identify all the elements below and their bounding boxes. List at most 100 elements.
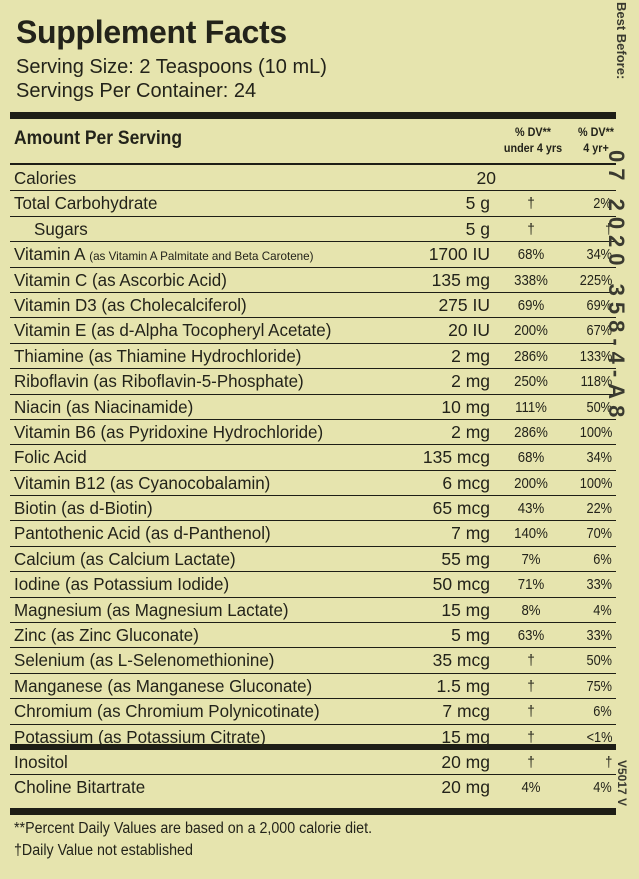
dv-4-plus: 34%	[586, 449, 612, 467]
dv-under-4: 4%	[521, 779, 541, 797]
dv-4-plus: 118%	[580, 373, 612, 391]
dv-4-plus: 225%	[579, 271, 612, 289]
amount: 7 mcg	[442, 701, 490, 722]
dv-under-4: 140%	[514, 525, 548, 543]
amount: 20 mg	[441, 777, 490, 798]
nutrient-name: Calories	[14, 168, 77, 188]
nutrient-name: Biotin (as d-Biotin)	[14, 498, 153, 519]
dv-4-plus: 67%	[586, 322, 612, 340]
dv-header-top: % DV**	[577, 125, 614, 139]
nutrient-name: Vitamin E (as d-Alpha Tocopheryl Acetate…	[14, 320, 332, 341]
amount: 35 mcg	[432, 650, 490, 671]
dv-under-4: 200%	[514, 474, 548, 492]
thick-rule	[10, 808, 616, 815]
nutrient-row: Pantothenic Acid (as d-Panthenol) 7 mg 140…	[10, 521, 616, 547]
nutrient-row: Iodine (as Potassium Iodide) 50 mcg 71% 33%	[10, 572, 616, 598]
dv-under-4: †	[527, 677, 535, 695]
nutrient-name: Iodine (as Potassium Iodide)	[14, 574, 230, 595]
dv-4-plus: 100%	[579, 423, 612, 441]
dv-4-plus: 6%	[593, 550, 612, 568]
dv-under-4: 200%	[514, 322, 548, 340]
dv-4-plus: 2%	[593, 195, 612, 213]
dv-4-plus: 33%	[586, 627, 612, 645]
nutrient-row: Vitamin B12 (as Cyanocobalamin) 6 mcg 200%…	[10, 471, 616, 497]
nutrient-row: Potassium (as Potassium Citrate) 15 mg † <1…	[10, 725, 616, 750]
amount: 2 mg	[451, 371, 490, 392]
amount: 20	[476, 168, 496, 188]
amount: 5 g	[465, 218, 490, 239]
amount: 55 mg	[441, 548, 490, 569]
nutrient-name: Thiamine (as Thiamine Hydrochloride)	[14, 345, 302, 366]
nutrient-row: Folic Acid 135 mcg 68% 34%	[10, 445, 616, 471]
amount-header: Amount Per Serving	[14, 128, 183, 149]
nutrient-row: Magnesium (as Magnesium Lactate) 15 mg 8% 4…	[10, 598, 616, 624]
dv-under-4: †	[527, 753, 535, 771]
dv-4-plus: 4%	[593, 601, 612, 619]
thick-rule	[10, 112, 616, 119]
dv-4-plus: 75%	[586, 677, 612, 695]
nutrient-name: Vitamin C (as Ascorbic Acid)	[14, 269, 227, 290]
nutrient-row: Inositol 20 mg † †	[10, 750, 616, 776]
nutrient-name: Total Carbohydrate	[14, 193, 158, 214]
dv-4-plus: 70%	[586, 525, 612, 543]
dv-under-4: 68%	[517, 449, 545, 467]
nutrient-row: Biotin (as d-Biotin) 65 mcg 43% 22%	[10, 496, 616, 522]
nutrient-row: Thiamine (as Thiamine Hydrochloride) 2 mg…	[10, 344, 616, 370]
dv-header: % DV** under 4 yrs	[493, 124, 574, 156]
nutrient-name: Niacin (as Niacinamide)	[14, 396, 194, 417]
nutrient-name: Chromium (as Chromium Polynicotinate)	[14, 701, 320, 722]
dv-header-bottom: 4 yr+	[583, 141, 609, 155]
amount: 135 mcg	[422, 447, 490, 468]
dv-under-4: 8%	[521, 601, 541, 619]
supplement-facts-label: Supplement Facts Serving Size: 2 Teaspoo…	[10, 0, 616, 879]
serving-size: Serving Size: 2 Teaspoons (10 mL)	[16, 56, 327, 78]
nutrient-name: Vitamin B6 (as Pyridoxine Hydrochloride)	[14, 421, 324, 442]
dv-4-plus: †	[604, 753, 612, 771]
nutrient-row: Riboflavin (as Riboflavin-5-Phosphate) 2 …	[10, 369, 616, 395]
dv-under-4: †	[527, 220, 535, 238]
nutrient-row: Calories 20	[10, 166, 616, 192]
nutrient-name: Choline Bitartrate	[14, 777, 146, 798]
nutrient-name: Calcium (as Calcium Lactate)	[14, 548, 236, 569]
dv-4-plus: 33%	[586, 576, 612, 594]
nutrient-name: Zinc (as Zinc Gluconate)	[14, 625, 199, 646]
amount: 1.5 mg	[436, 675, 491, 696]
amount: 20 IU	[448, 320, 490, 341]
nutrient-row: Sugars 5 g † †	[10, 217, 616, 243]
servings-per-container: Servings Per Container: 24	[16, 80, 257, 102]
amount: 1700 IU	[428, 244, 490, 265]
best-before: Best Before:	[614, 2, 629, 80]
dv-4-plus: 6%	[593, 703, 612, 721]
nutrient-row: Manganese (as Manganese Gluconate) 1.5 mg…	[10, 674, 616, 700]
amount: 7 mg	[451, 523, 490, 544]
nutrient-row: Vitamin A (as Vitamin A Palmitate and Be…	[10, 242, 616, 268]
nutrient-name: Vitamin A (as Vitamin A Palmitate and Be…	[14, 244, 314, 265]
amount: 15 mg	[441, 726, 490, 747]
nutrient-source: (as Vitamin A Palmitate and Beta Caroten…	[89, 249, 314, 264]
nutrient-name: Potassium (as Potassium Citrate)	[14, 726, 266, 747]
nutrient-name: Pantothenic Acid (as d-Panthenol)	[14, 523, 271, 544]
amount: 20 mg	[441, 751, 490, 772]
dv-under-4: 286%	[514, 347, 548, 365]
nutrient-row: Chromium (as Chromium Polynicotinate) 7 m…	[10, 699, 616, 725]
dv-4-plus: 50%	[586, 652, 612, 670]
dv-4-plus: 69%	[586, 296, 612, 314]
nutrient-name: Riboflavin (as Riboflavin-5-Phosphate)	[14, 371, 304, 392]
amount: 135 mg	[431, 269, 490, 290]
dv-4-plus: 34%	[586, 246, 612, 264]
amount: 10 mg	[441, 396, 490, 417]
nutrient-row: Choline Bitartrate 20 mg 4% 4%	[10, 775, 616, 800]
print-code: V5017 V	[615, 760, 629, 807]
nutrient-name: Selenium (as L-Selenomethionine)	[14, 650, 275, 671]
dv-under-4: 286%	[514, 423, 548, 441]
nutrient-name: Manganese (as Manganese Gluconate)	[14, 675, 313, 696]
side-print: Best Before: 07 2020 358-4-A8 V5017 V	[604, 0, 639, 879]
amount: 50 mcg	[432, 574, 490, 595]
amount: 5 mg	[451, 625, 490, 646]
dv-under-4: 250%	[514, 373, 548, 391]
dv-under-4: 71%	[517, 576, 545, 594]
dv-under-4: †	[527, 728, 535, 746]
nutrient-name: Folic Acid	[14, 447, 87, 468]
nutrient-row: Calcium (as Calcium Lactate) 55 mg 7% 6%	[10, 547, 616, 573]
